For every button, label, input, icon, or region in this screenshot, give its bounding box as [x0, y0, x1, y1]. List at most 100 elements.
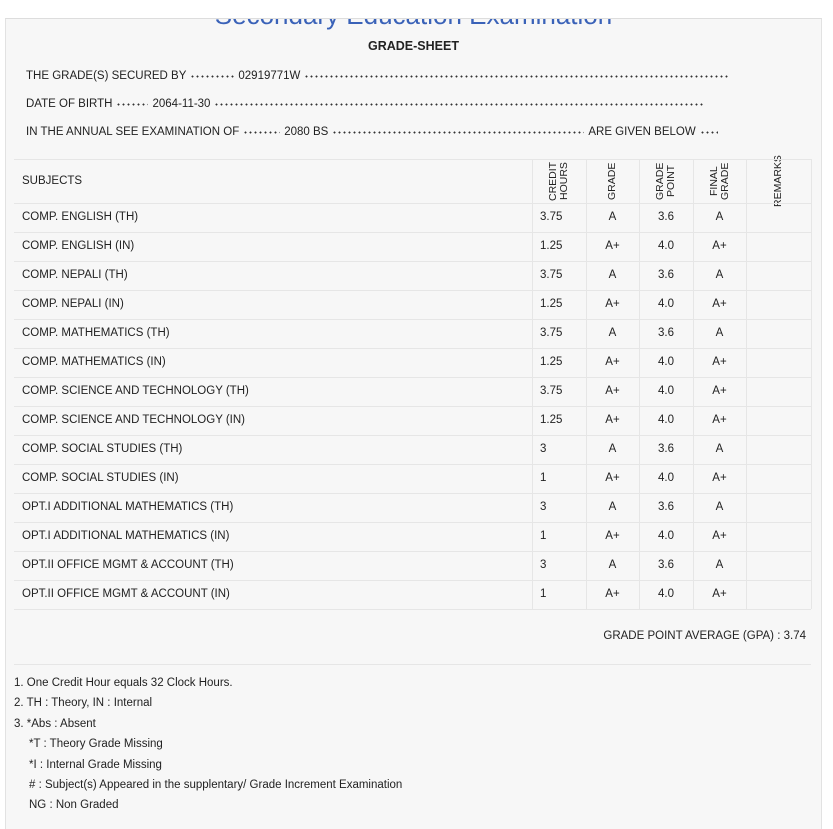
header-text: FINAL GRADE — [707, 162, 731, 200]
cell-value: 1 — [540, 588, 547, 600]
column-line — [639, 159, 640, 609]
label: IN THE ANNUAL SEE EXAMINATION OF — [26, 126, 240, 138]
cell-value: A+ — [712, 588, 727, 600]
cell-value: A — [715, 269, 724, 281]
cell-value: 3.6 — [658, 501, 674, 513]
cell-value: 3.6 — [658, 211, 674, 223]
exam-title: Secondary Education Examination — [6, 19, 821, 31]
subject: COMP. MATHEMATICS (IN) — [22, 356, 166, 368]
cell-value: A+ — [605, 472, 620, 484]
column-line — [746, 159, 747, 609]
column-header: FINAL GRADE — [693, 159, 746, 203]
cell-value: A+ — [605, 414, 620, 426]
row-line — [14, 493, 811, 494]
cell-value: 1 — [540, 530, 547, 542]
row-line — [14, 232, 811, 233]
gpa: GRADE POINT AVERAGE (GPA) : 3.74 — [603, 630, 806, 642]
cell-value: 4.0 — [658, 356, 674, 368]
note: 1. One Credit Hour equals 32 Clock Hours… — [14, 677, 233, 689]
subject: COMP. SOCIAL STUDIES (IN) — [22, 472, 179, 484]
grade-sheet: Secondary Education Examination GRADE-SH… — [5, 18, 822, 829]
cell-value: 4.0 — [658, 472, 674, 484]
cell-value: 3.75 — [540, 385, 563, 397]
column-line — [693, 159, 694, 609]
row-line — [14, 348, 811, 349]
cell-value: A — [608, 327, 617, 339]
column-header: GRADE — [586, 159, 639, 203]
cell-value: 4.0 — [658, 298, 674, 310]
cell-value: A — [608, 211, 617, 223]
note: 2. TH : Theory, IN : Internal — [14, 697, 153, 710]
cell-value: A+ — [712, 385, 727, 397]
symbol-no: 02919771W — [238, 70, 301, 82]
row-line — [14, 290, 811, 291]
cell-value: 4.0 — [658, 588, 674, 600]
cell-value: 4.0 — [658, 240, 674, 252]
exam-line: IN THE ANNUAL SEE EXAMINATION OF 2080 BS… — [26, 125, 722, 139]
column-header: GRADE POINT — [639, 159, 693, 203]
cell-value: A — [608, 443, 617, 455]
cell-value: 1.25 — [540, 356, 563, 368]
column-header: CREDIT HOURS — [532, 159, 586, 203]
gpa-value: 3.74 — [783, 630, 806, 642]
cell-value: A+ — [712, 472, 727, 484]
subject: COMP. NEPALI (TH) — [22, 269, 128, 281]
exam-year: 2080 BS — [284, 126, 329, 138]
cell-value: A+ — [605, 356, 620, 368]
cell-value: 1.25 — [540, 414, 563, 426]
cell-value: A+ — [605, 240, 620, 252]
cell-value: 3.75 — [540, 269, 563, 281]
cell-value: 3 — [540, 443, 547, 455]
cell-value: A — [715, 501, 724, 513]
row-line — [14, 319, 811, 320]
subject: COMP. SCIENCE AND TECHNOLOGY (TH) — [22, 385, 249, 397]
row-line — [14, 406, 811, 407]
subject: OPT.II OFFICE MGMT & ACCOUNT (IN) — [22, 588, 230, 600]
label: DATE OF BIRTH — [26, 98, 113, 110]
row-line — [14, 261, 811, 262]
column-line — [586, 159, 587, 609]
subject: COMP. ENGLISH (IN) — [22, 240, 135, 252]
column-header: SUBJECTS — [14, 159, 540, 203]
header-text: REMARKS — [772, 155, 784, 207]
cell-value: 3.6 — [658, 559, 674, 571]
row-line — [14, 580, 811, 581]
cell-value: 4.0 — [658, 385, 674, 397]
cell-value: A — [715, 211, 724, 223]
cell-value: A — [608, 501, 617, 513]
cell-value: A+ — [712, 356, 727, 368]
row-line — [14, 377, 811, 378]
note: # : Subject(s) Appeared in the supplenta… — [29, 779, 403, 791]
subject: COMP. MATHEMATICS (TH) — [22, 327, 170, 339]
cell-value: A+ — [712, 414, 727, 426]
cell-value: 1.25 — [540, 298, 563, 310]
cell-value: 3.6 — [658, 269, 674, 281]
secured-by-line: THE GRADE(S) SECURED BY 02919771W — [26, 69, 733, 83]
cell-value: A — [608, 559, 617, 571]
cell-value: 1.25 — [540, 240, 563, 252]
row-line — [14, 203, 811, 204]
top-bar — [0, 0, 833, 18]
subject: COMP. SOCIAL STUDIES (TH) — [22, 443, 183, 455]
cell-value: A+ — [712, 530, 727, 542]
row-line — [14, 522, 811, 523]
row-line — [14, 464, 811, 465]
header-text: GRADE POINT — [654, 162, 677, 200]
cell-value: A+ — [605, 385, 620, 397]
row-line — [14, 551, 811, 552]
row-line — [14, 159, 811, 160]
column-header: REMARKS — [746, 155, 811, 207]
subject: COMP. SCIENCE AND TECHNOLOGY (IN) — [22, 414, 246, 426]
cell-value: 4.0 — [658, 414, 674, 426]
cell-value: A — [608, 269, 617, 281]
cell-value: A+ — [712, 240, 727, 252]
sheet-title: GRADE-SHEET — [368, 39, 459, 53]
header-text: SUBJECTS — [22, 175, 83, 187]
cell-value: 3 — [540, 559, 547, 571]
cell-value: A — [715, 327, 724, 339]
cell-value: A — [715, 443, 724, 455]
suffix: ARE GIVEN BELOW — [588, 126, 696, 138]
header-text: CREDIT HOURS — [547, 161, 570, 201]
cell-value: A+ — [712, 298, 727, 310]
